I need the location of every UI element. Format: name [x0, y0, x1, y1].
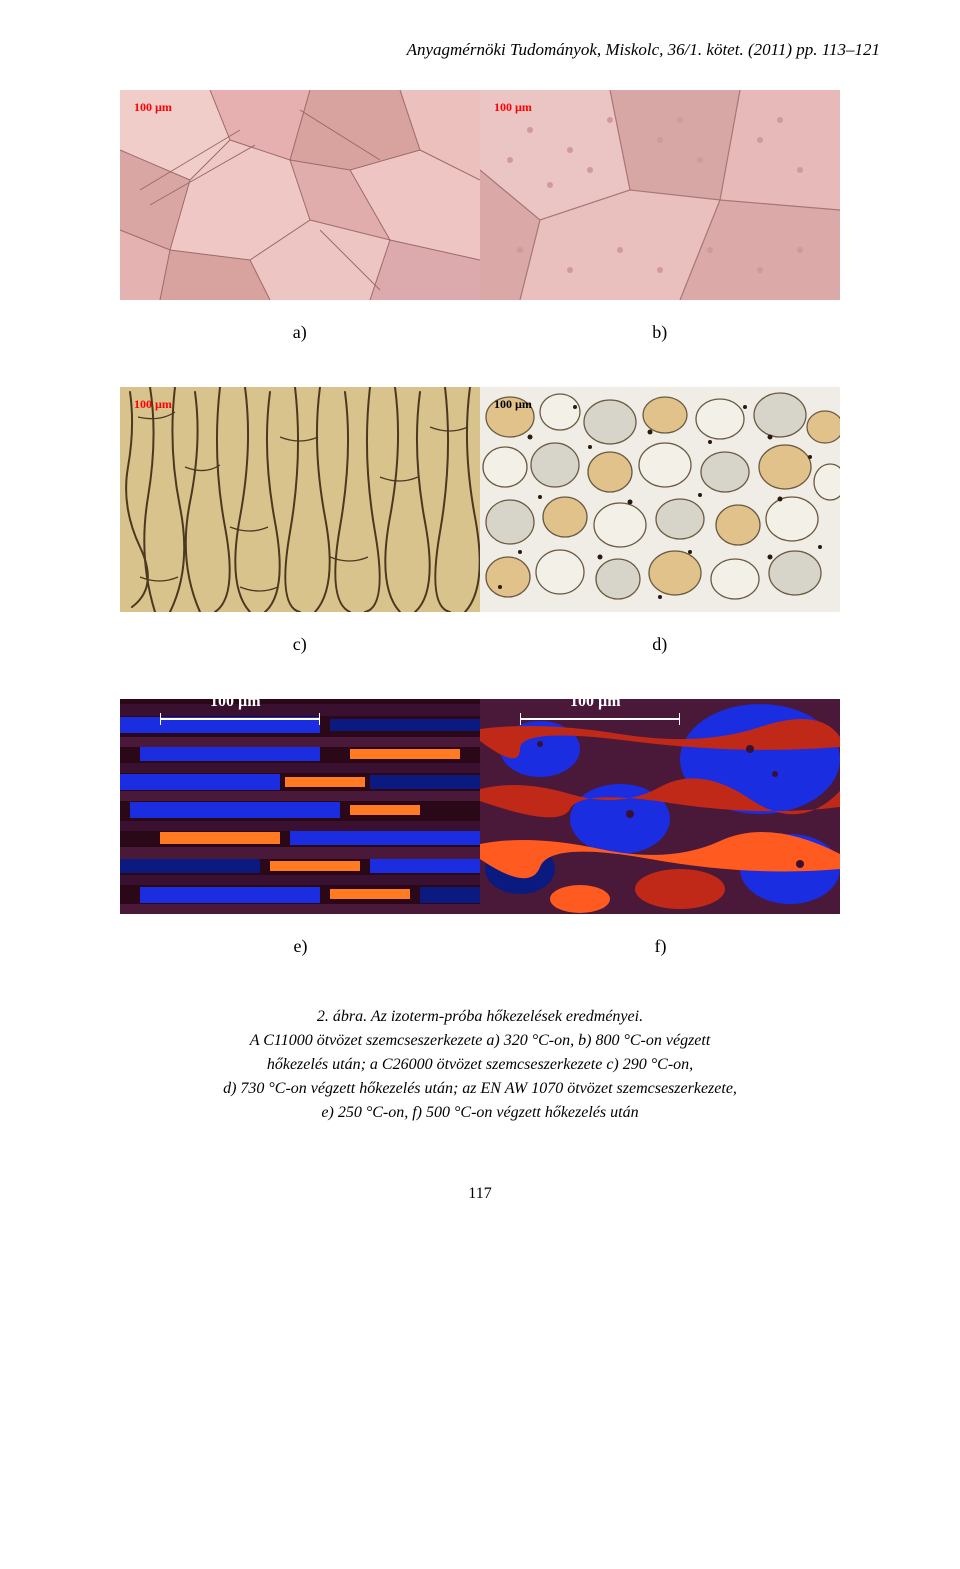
scale-label-a: 100 µm: [134, 100, 172, 115]
scale-label-b: 100 µm: [494, 100, 532, 115]
scale-label-c: 100 µm: [134, 397, 172, 412]
micrograph-b: 100 µm: [480, 90, 840, 300]
caption-line-4: d) 730 °C-on végzett hőkezelés után; az …: [223, 1077, 737, 1101]
caption-line-5: e) 250 °C-on, f) 500 °C-on végzett hőkez…: [223, 1101, 737, 1125]
scalebar-e: [160, 713, 320, 725]
micrograph-c: 100 µm: [120, 387, 480, 612]
label-b: b): [652, 322, 667, 343]
image-row-ef: 100 µm: [120, 699, 840, 914]
label-row-ab: a) b): [120, 322, 840, 343]
micrograph-a: 100 µm: [120, 90, 480, 300]
label-row-ef: e) f): [120, 936, 840, 957]
running-header: Anyagmérnöki Tudományok, Miskolc, 36/1. …: [80, 40, 880, 60]
label-a: a): [293, 322, 307, 343]
micrograph-e: 100 µm: [120, 699, 480, 914]
label-row-cd: c) d): [120, 634, 840, 655]
micrograph-d: 100 µm: [480, 387, 840, 612]
image-row-ab: 100 µm: [120, 90, 840, 300]
image-row-cd: 100 µm: [120, 387, 840, 612]
page-number: 117: [80, 1185, 880, 1203]
label-e: e): [294, 936, 308, 957]
scale-label-d: 100 µm: [494, 397, 532, 412]
scale-label-f: 100 µm: [570, 699, 621, 711]
scalebar-f: [520, 713, 680, 725]
caption-line-3: hőkezelés után; a C26000 ötvözet szemcse…: [223, 1053, 737, 1077]
label-f: f): [654, 936, 666, 957]
caption-line-2: A C11000 ötvözet szemcseszerkezete a) 32…: [223, 1029, 737, 1053]
figure-caption: 2. ábra. Az izoterm-próba hőkezelések er…: [223, 1005, 737, 1125]
caption-line-1: 2. ábra. Az izoterm-próba hőkezelések er…: [223, 1005, 737, 1029]
figure-2: 100 µm: [80, 90, 880, 1125]
micrograph-f: 100 µm: [480, 699, 840, 914]
label-d: d): [652, 634, 667, 655]
scale-label-e: 100 µm: [210, 699, 261, 711]
label-c: c): [293, 634, 307, 655]
